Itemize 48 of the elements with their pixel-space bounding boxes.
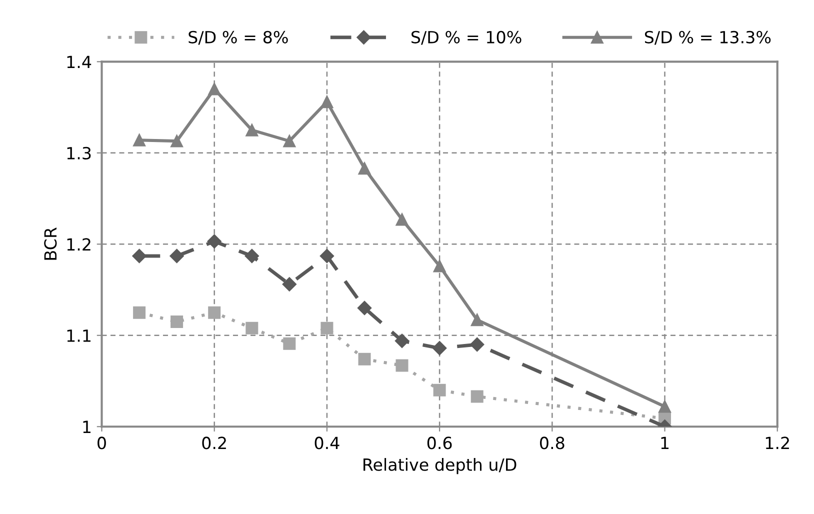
legend-label: S/D % = 13.3%	[644, 30, 771, 45]
point	[244, 248, 259, 264]
y-tick-label: 1	[83, 420, 90, 433]
point	[170, 248, 184, 264]
point	[658, 400, 672, 413]
point	[170, 315, 184, 328]
point	[320, 96, 334, 108]
point	[207, 234, 222, 248]
x-tick-label: 0.8	[540, 436, 564, 450]
point	[433, 260, 446, 272]
x-tick-label: 0.2	[202, 436, 226, 450]
x-tick-label: 1.2	[766, 436, 789, 450]
point	[133, 134, 146, 146]
point	[357, 300, 372, 316]
point	[396, 213, 408, 226]
x-tick-label: 0	[98, 436, 106, 450]
y-axis-title: BCR	[44, 227, 57, 260]
x-axis-title: Relative depth u/D	[364, 458, 516, 474]
point	[470, 337, 484, 352]
x-tick-label: 1	[661, 436, 669, 450]
point	[320, 248, 334, 264]
point	[283, 134, 296, 148]
point	[208, 82, 221, 96]
point	[132, 248, 146, 264]
point	[358, 162, 371, 175]
y-tick-label: 1.1	[67, 330, 90, 342]
point	[283, 337, 296, 350]
point	[396, 359, 408, 372]
point	[170, 134, 184, 148]
point	[208, 306, 221, 319]
y-tick-label: 1.4	[67, 56, 92, 68]
point	[470, 314, 484, 326]
x-tick-label: 0.6	[427, 436, 452, 450]
point	[133, 306, 146, 319]
point	[432, 341, 447, 356]
point	[358, 352, 371, 366]
point	[470, 390, 484, 403]
y-tick-label: 1.3	[67, 146, 91, 160]
x-tick-label: 0.4	[314, 436, 340, 450]
legend-label: S/D % = 8%	[188, 30, 288, 45]
point	[246, 124, 258, 136]
y-tick-label: 1.2	[67, 238, 90, 250]
point	[394, 334, 410, 348]
point	[320, 322, 334, 334]
point	[246, 322, 258, 334]
point	[433, 384, 446, 396]
legend-label: S/D % = 10%	[412, 30, 522, 45]
point	[282, 277, 296, 292]
